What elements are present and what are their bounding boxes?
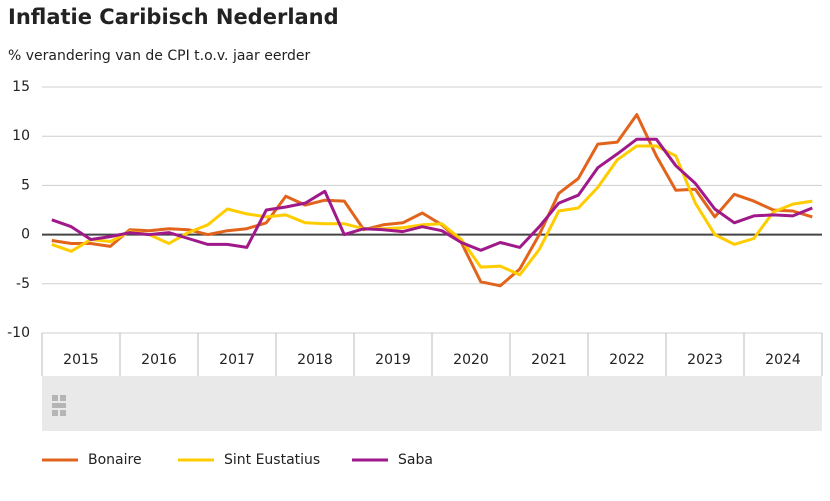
chart-subtitle: % verandering van de CPI t.o.v. jaar eer… (8, 48, 310, 64)
y-tick-label: 10 (12, 128, 30, 144)
x-tick-label: 2018 (297, 352, 333, 368)
y-tick-label: -5 (16, 276, 30, 292)
y-tick-label: 15 (12, 79, 30, 95)
x-tick-label: 2022 (609, 352, 645, 368)
legend-label: Bonaire (88, 452, 142, 468)
x-tick-label: 2024 (765, 352, 801, 368)
x-tick-label: 2017 (219, 352, 255, 368)
legend-label: Saba (398, 452, 433, 468)
series-line (51, 113, 813, 288)
x-tick-label: 2020 (453, 352, 489, 368)
x-tick-label: 2019 (375, 352, 411, 368)
x-tick-label: 2015 (63, 352, 99, 368)
x-tick-label: 2016 (141, 352, 177, 368)
series-line (51, 137, 813, 252)
x-tick-label: 2021 (531, 352, 567, 368)
series-line (51, 144, 813, 277)
legend-label: Sint Eustatius (224, 452, 320, 468)
logo (52, 395, 66, 416)
y-tick-label: 0 (21, 227, 30, 243)
y-tick-label: 5 (21, 177, 30, 193)
y-tick-label: -10 (7, 325, 30, 341)
chart-title: Inflatie Caribisch Nederland (8, 5, 339, 29)
footer-band (42, 376, 822, 431)
x-tick-label: 2023 (687, 352, 723, 368)
